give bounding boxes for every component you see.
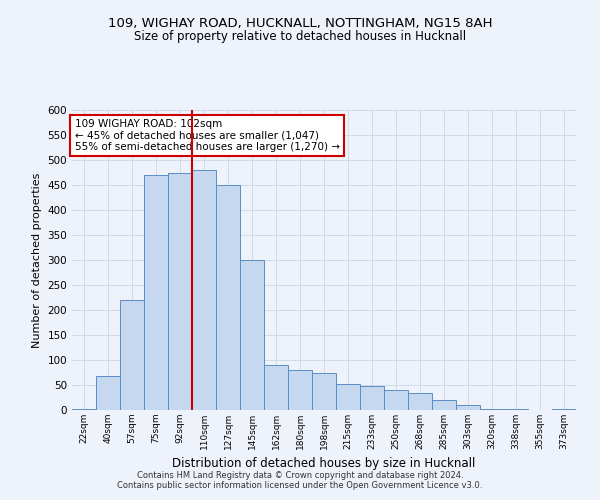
Bar <box>264 365 288 410</box>
Text: Contains HM Land Registry data © Crown copyright and database right 2024.
Contai: Contains HM Land Registry data © Crown c… <box>118 470 482 490</box>
X-axis label: Distribution of detached houses by size in Hucknall: Distribution of detached houses by size … <box>172 458 476 470</box>
Bar <box>408 392 432 410</box>
Bar <box>336 384 360 410</box>
Bar <box>216 185 240 410</box>
Bar <box>72 409 96 410</box>
Bar <box>432 400 456 410</box>
Bar <box>144 175 168 410</box>
Bar <box>504 409 528 410</box>
Bar <box>552 409 576 410</box>
Bar <box>312 372 336 410</box>
Bar <box>96 376 120 410</box>
Bar <box>360 386 384 410</box>
Text: 109 WIGHAY ROAD: 102sqm
← 45% of detached houses are smaller (1,047)
55% of semi: 109 WIGHAY ROAD: 102sqm ← 45% of detache… <box>74 119 340 152</box>
Y-axis label: Number of detached properties: Number of detached properties <box>32 172 42 348</box>
Bar <box>456 405 480 410</box>
Bar <box>288 370 312 410</box>
Bar <box>384 390 408 410</box>
Text: 109, WIGHAY ROAD, HUCKNALL, NOTTINGHAM, NG15 8AH: 109, WIGHAY ROAD, HUCKNALL, NOTTINGHAM, … <box>108 18 492 30</box>
Text: Size of property relative to detached houses in Hucknall: Size of property relative to detached ho… <box>134 30 466 43</box>
Bar <box>168 172 192 410</box>
Bar <box>480 409 504 410</box>
Bar <box>192 170 216 410</box>
Bar <box>240 260 264 410</box>
Bar <box>120 300 144 410</box>
